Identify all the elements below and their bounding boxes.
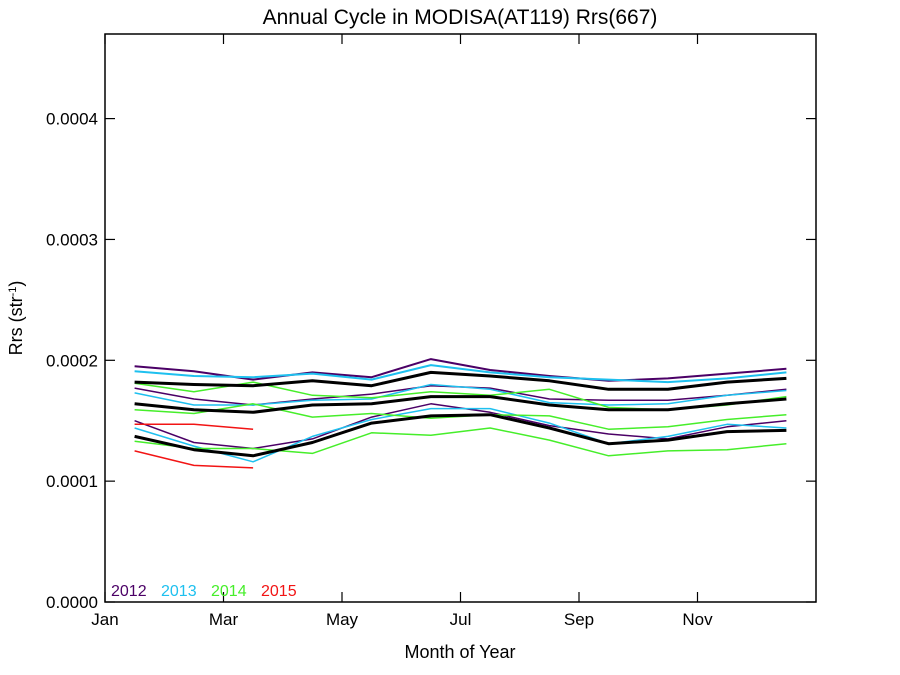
series-line-6 — [134, 407, 787, 463]
x-tick-label: May — [326, 610, 359, 629]
x-tick-label: Nov — [682, 610, 713, 629]
legend-label-2015: 2015 — [261, 583, 297, 600]
axis-ticks: Jan Mar May Jul Sep Nov 0.0000 0.0001 0.0002 0.00… — [46, 34, 816, 629]
x-tick-label: Jul — [450, 610, 472, 629]
series-line-14 — [134, 413, 787, 458]
y-axis-title-superscript: -1 — [7, 287, 19, 297]
y-tick-label: 0.0003 — [46, 230, 98, 249]
y-tick-label: 0.0002 — [46, 351, 98, 370]
y-axis-title-close: ) — [6, 281, 26, 287]
legend-label-2013: 2013 — [161, 583, 197, 600]
series-line-13 — [134, 395, 787, 414]
series-line-12 — [134, 370, 787, 391]
y-tick-label: 0.0001 — [46, 472, 98, 491]
chart-title: Annual Cycle in MODISA(AT119) Rrs(667) — [263, 6, 658, 29]
series-line-1 — [134, 358, 787, 382]
series-line-10 — [134, 423, 254, 430]
legend: 2012 2013 2014 2015 — [111, 583, 297, 600]
series-line-4 — [134, 364, 787, 384]
x-tick-label: Sep — [564, 610, 594, 629]
series-line-11 — [134, 450, 254, 469]
legend-label-2014: 2014 — [211, 583, 247, 600]
series-layer — [134, 358, 787, 469]
x-tick-label: Jan — [91, 610, 118, 629]
series-line-9 — [134, 427, 787, 457]
y-tick-label: 0.0004 — [46, 110, 98, 129]
legend-label-2012: 2012 — [111, 583, 147, 600]
y-tick-label: 0.0000 — [46, 593, 98, 612]
y-axis-title: Rrs (str-1) — [6, 281, 26, 356]
x-axis-title: Month of Year — [404, 642, 515, 662]
y-axis-title-main: Rrs (str — [6, 296, 26, 355]
x-tick-label: Mar — [209, 610, 239, 629]
